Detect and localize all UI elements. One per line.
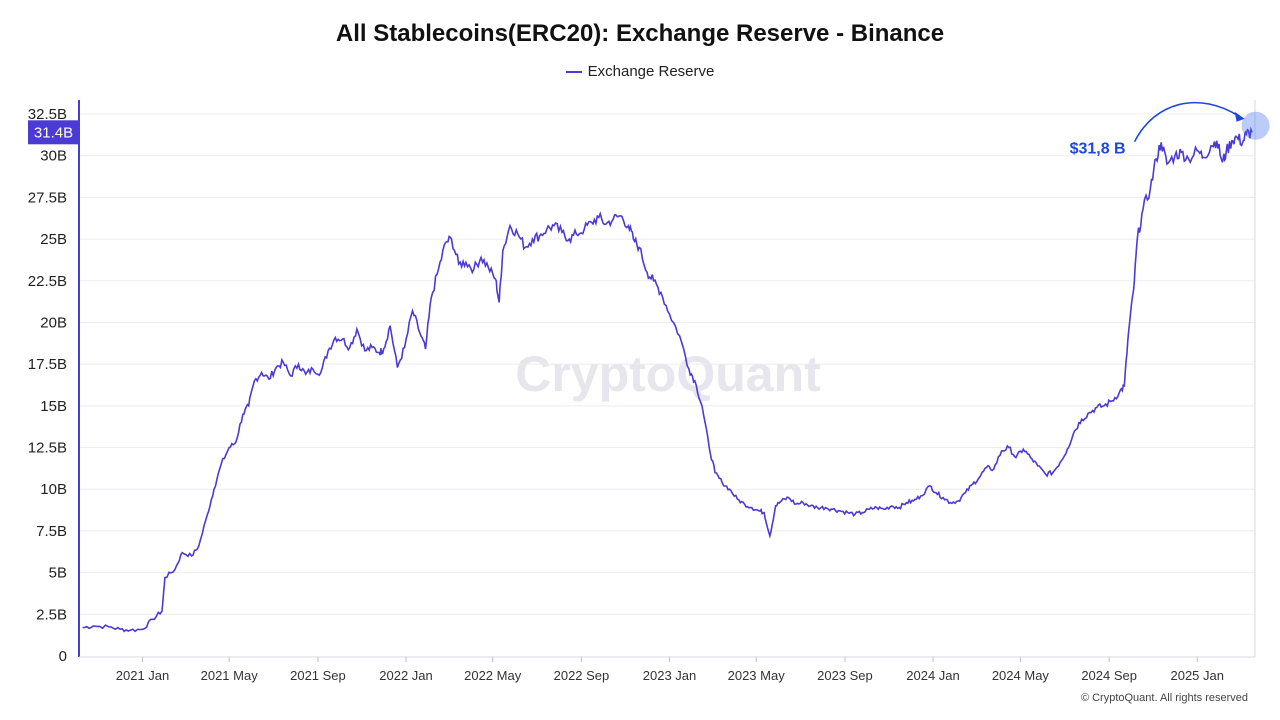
current-value-badge-bg	[28, 120, 79, 145]
watermark: CryptoQuant	[515, 346, 821, 402]
x-tick-label: 2022 May	[464, 668, 522, 683]
y-tick-label: 5B	[49, 565, 67, 582]
x-tick-label: 2023 May	[728, 668, 786, 683]
x-tick-label: 2021 Jan	[116, 668, 170, 683]
y-tick-label: 30B	[40, 148, 67, 165]
annotation-highlight-circle	[1241, 111, 1270, 140]
grid-lines	[79, 113, 1255, 615]
y-tick-label: 10B	[40, 481, 67, 498]
annotation-label: $31,8 B	[1070, 141, 1126, 158]
legend-swatch	[565, 70, 582, 73]
annotation-arrow	[1133, 101, 1241, 143]
x-tick-label: 2021 May	[201, 668, 259, 683]
current-value-label: 31.4B	[34, 124, 73, 141]
y-tick-label: 32.5B	[28, 106, 67, 123]
x-tick-label: 2021 Sep	[290, 668, 346, 683]
x-tick-label: 2022 Sep	[554, 668, 610, 683]
x-tick-label: 2024 Sep	[1081, 668, 1137, 683]
series-line-exchange-reserve[interactable]	[82, 126, 1253, 633]
x-tick-label: 2023 Jan	[643, 668, 697, 683]
x-axis: 2021 Jan 2021 May 2021 Sep 2022 Jan 2022 May…	[116, 657, 1224, 683]
chart-legend[interactable]: Exchange Reserve	[0, 63, 1280, 80]
x-tick-label: 2024 May	[992, 668, 1050, 683]
annotation: $31,8 B	[1070, 101, 1270, 158]
y-tick-label: 25B	[40, 231, 67, 248]
x-tick-label: 2023 Sep	[817, 668, 873, 683]
y-tick-label: 7.5B	[36, 523, 67, 540]
chart-title: All Stablecoins(ERC20): Exchange Reserve…	[335, 20, 945, 47]
legend-label: Exchange Reserve	[587, 63, 715, 80]
y-tick-label: 17.5B	[28, 356, 67, 373]
y-axis: 0 2.5B 5B 7.5B 10B 12.5B 15B 17.5B 20B 22.5B 25B 27…	[28, 106, 67, 665]
y-tick-label: 15B	[40, 398, 67, 415]
y-tick-label: 27.5B	[28, 189, 67, 206]
annotation-arrowhead	[1234, 111, 1245, 122]
y-tick-label: 2.5B	[36, 606, 67, 623]
x-tick-label: 2024 Jan	[906, 668, 960, 683]
y-tick-label: 22.5B	[28, 273, 67, 290]
y-tick-label: 12.5B	[28, 440, 67, 457]
y-tick-label: 20B	[40, 314, 67, 331]
x-tick-label: 2025 Jan	[1170, 668, 1224, 683]
y-tick-label: 0	[59, 648, 67, 665]
current-value-badge: 31.4B	[28, 120, 79, 145]
copyright-notice: © CryptoQuant. All rights reserved	[1080, 692, 1248, 704]
x-tick-label: 2022 Jan	[379, 668, 433, 683]
